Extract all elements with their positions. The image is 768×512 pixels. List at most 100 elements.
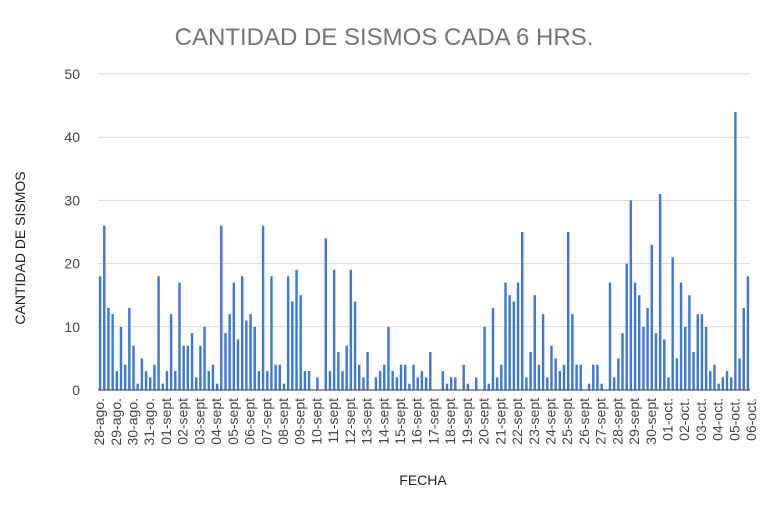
bar (500, 364, 503, 390)
bar (671, 257, 674, 390)
chart-title: CANTIDAD DE SISMOS CADA 6 HRS. (175, 24, 594, 51)
bar (449, 377, 453, 390)
x-tick-label: 06-oct. (743, 398, 759, 441)
bar (579, 364, 582, 390)
bar (299, 295, 302, 390)
x-tick-label: 29-ago. (108, 398, 124, 445)
bar (424, 377, 428, 390)
bar (337, 352, 340, 390)
bar (207, 371, 210, 390)
bar (429, 352, 432, 390)
bar (307, 371, 311, 390)
bar (642, 326, 645, 390)
x-tick-label: 31-ago. (141, 398, 157, 445)
bar (257, 371, 261, 390)
bar (374, 377, 378, 390)
bar (525, 377, 528, 390)
bar (383, 364, 386, 390)
x-tick-label: 14-sept (375, 398, 391, 445)
y-tick-label: 20 (64, 256, 80, 272)
bar (663, 339, 666, 390)
bar (675, 358, 679, 390)
bar (445, 383, 449, 390)
bar (684, 326, 687, 390)
bar (562, 364, 566, 390)
bar (332, 269, 336, 390)
x-tick-label: 17-sept (425, 398, 441, 445)
bar (274, 364, 277, 390)
bar (353, 301, 357, 390)
y-tick-label: 0 (72, 382, 80, 398)
bar (713, 364, 716, 390)
bar (709, 371, 712, 390)
x-tick-label: 29-sept (626, 398, 642, 445)
bar (692, 352, 695, 390)
bar (169, 314, 173, 390)
bar (240, 276, 244, 390)
bar (646, 307, 649, 390)
bar (362, 377, 365, 390)
bar (596, 364, 599, 390)
x-axis-ticks: 28-ago. 29-ago. 30-ago. 31-ago. 01-sept 02-se… (91, 398, 759, 446)
bar (178, 282, 181, 390)
bar (629, 200, 633, 390)
x-tick-label: 05-sept (225, 398, 241, 445)
bar (195, 377, 198, 390)
bar (211, 364, 215, 390)
bar (403, 364, 407, 390)
bar (700, 314, 704, 390)
bar (278, 364, 282, 390)
bar (491, 307, 495, 390)
x-tick-label: 21-sept (492, 398, 508, 445)
x-tick-label: 07-sept (258, 398, 274, 445)
bar (123, 364, 127, 390)
x-tick-label: 28-ago. (91, 398, 107, 445)
bar (119, 326, 123, 390)
bar (190, 333, 194, 390)
bar (521, 232, 524, 390)
bar (115, 371, 119, 390)
bar (149, 377, 152, 390)
bar (537, 364, 541, 390)
x-tick-label: 16-sept (409, 398, 425, 445)
bar (412, 364, 415, 390)
x-tick-label: 28-sept (609, 398, 625, 445)
x-tick-label: 05-oct. (726, 398, 742, 441)
bar (516, 282, 520, 390)
bar (399, 364, 403, 390)
x-tick-label: 18-sept (442, 398, 458, 445)
x-tick-label: 02-oct. (676, 398, 692, 441)
bar (633, 282, 637, 390)
bar (546, 377, 549, 390)
bar (378, 371, 382, 390)
bar (303, 371, 307, 390)
bar (742, 307, 745, 390)
bar (153, 364, 156, 390)
bar (358, 364, 361, 390)
bar (140, 358, 144, 390)
x-tick-label: 20-sept (476, 398, 492, 445)
bar (111, 314, 114, 390)
x-tick-label: 04-sept (208, 398, 224, 445)
x-tick-label: 01-sept (158, 398, 174, 445)
bar (261, 225, 265, 390)
x-tick-label: 09-sept (292, 398, 308, 445)
bar (529, 352, 532, 390)
x-tick-label: 13-sept (359, 398, 375, 445)
bar (416, 377, 419, 390)
x-tick-label: 19-sept (459, 398, 475, 445)
bar (587, 383, 591, 390)
bar (203, 326, 206, 390)
bar (345, 345, 348, 390)
bar (441, 371, 445, 390)
bar (408, 383, 411, 390)
bar (483, 326, 486, 390)
bar (487, 383, 490, 390)
bar (721, 377, 725, 390)
y-tick-label: 50 (64, 66, 80, 82)
bar (688, 295, 691, 390)
bar (174, 371, 177, 390)
x-tick-label: 01-oct. (660, 398, 676, 441)
bar (654, 333, 658, 390)
